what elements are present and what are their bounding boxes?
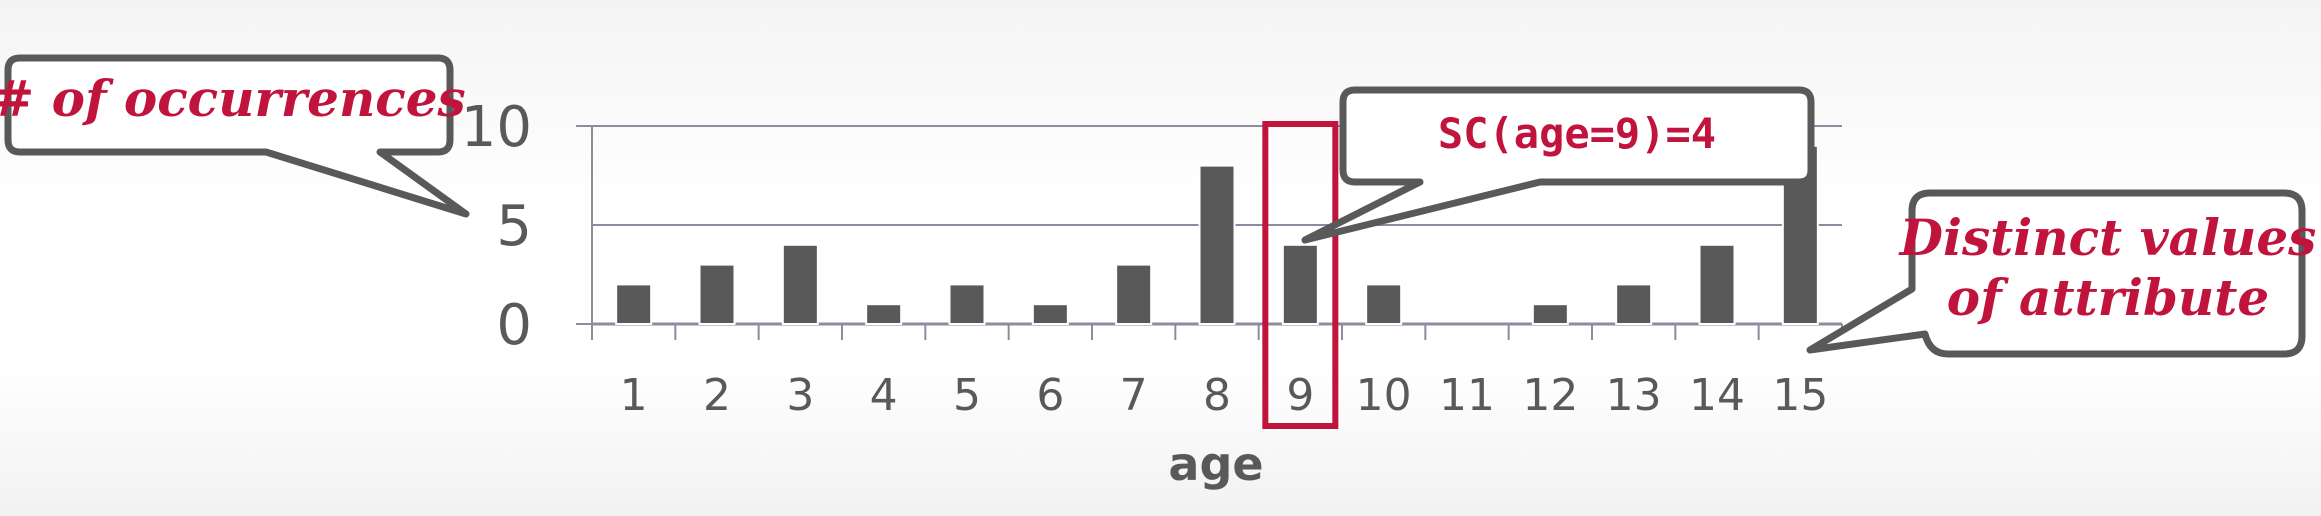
bar (1365, 283, 1403, 325)
distinct-values-callout-bubble (1806, 189, 2306, 358)
x-tick-label: 9 (1286, 370, 1314, 421)
bar (948, 283, 986, 325)
x-tick-label: 10 (1356, 370, 1412, 421)
y-tick-label: 10 (461, 95, 532, 160)
bar (865, 303, 903, 326)
x-tick-label: 11 (1439, 370, 1495, 421)
sc-callout-bubble (1301, 86, 1815, 244)
x-tick-labels: 1 2 3 4 5 6 7 8 9 10 11 12 13 14 15 (620, 370, 1829, 421)
occurrences-callout-text: # of occurrences (0, 69, 466, 128)
sc-callout-text: SC(age=9)=4 (1438, 109, 1716, 158)
bar (1281, 243, 1319, 325)
distinct-values-callout-line2: of attribute (1947, 268, 2269, 327)
x-tick-label: 12 (1522, 370, 1578, 421)
highlight-box (1262, 121, 1339, 429)
x-tick-label: 15 (1772, 370, 1828, 421)
x-axis-title: age (1168, 437, 1263, 491)
bar (1115, 263, 1153, 326)
x-tick-label: 4 (870, 370, 898, 421)
x-tick-label: 2 (703, 370, 731, 421)
occurrences-callout: # of occurrences (0, 54, 470, 218)
y-tick-labels: 0 5 10 (461, 95, 532, 358)
occurrences-callout-bubble (4, 54, 470, 218)
x-tick-label: 7 (1120, 370, 1148, 421)
bar (698, 263, 736, 326)
x-tick-label: 6 (1036, 370, 1064, 421)
y-tick-label: 5 (496, 194, 532, 259)
bar (1531, 303, 1569, 326)
x-tick-label: 5 (953, 370, 981, 421)
x-tick-label: 1 (620, 370, 648, 421)
bar (1031, 303, 1069, 326)
x-tick-label: 13 (1606, 370, 1662, 421)
x-tick-label: 14 (1689, 370, 1745, 421)
x-tick-label: 3 (786, 370, 814, 421)
sc-callout: SC(age=9)=4 (1301, 86, 1815, 244)
distinct-values-callout-line1: Distinct values (1898, 208, 2317, 267)
bar (615, 283, 653, 325)
bar (1615, 283, 1653, 325)
y-tick-label: 0 (496, 293, 532, 358)
x-tick-label: 8 (1203, 370, 1231, 421)
distinct-values-callout: Distinct values of attribute (1806, 189, 2317, 358)
bar (1698, 243, 1736, 325)
bar (781, 243, 819, 325)
bar (1198, 164, 1236, 325)
